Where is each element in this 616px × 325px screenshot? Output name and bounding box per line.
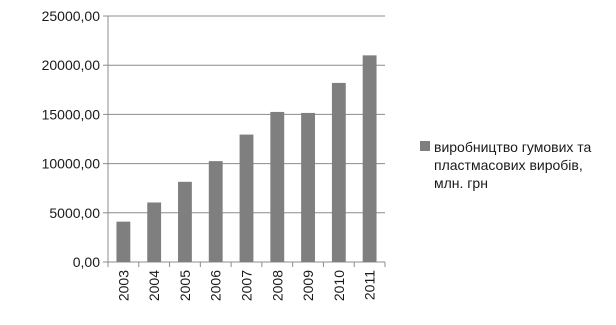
- legend-swatch: [420, 141, 430, 151]
- x-tick-label: 2010: [331, 270, 347, 301]
- x-tick-label: 2005: [177, 270, 193, 301]
- x-tick-label: 2009: [300, 270, 316, 301]
- y-tick-label: 25000,00: [42, 8, 101, 24]
- bar: [362, 55, 377, 262]
- x-tick-label: 2006: [208, 270, 224, 301]
- bar: [178, 181, 192, 262]
- y-tick-label: 20000,00: [42, 57, 101, 73]
- x-tick-label: 2011: [362, 270, 378, 300]
- y-tick-label: 5000,00: [49, 205, 100, 221]
- y-tick-label: 15000,00: [42, 106, 101, 122]
- x-tick-label: 2007: [239, 270, 255, 301]
- y-tick-label: 10000,00: [42, 156, 101, 172]
- bar: [116, 221, 131, 262]
- legend-label: виробництво гумових та пластмасових виро…: [434, 139, 592, 191]
- bar: [239, 134, 254, 262]
- bar: [301, 112, 315, 262]
- bar: [147, 202, 162, 262]
- bar: [270, 111, 285, 262]
- x-tick-label: 2003: [115, 270, 131, 301]
- bar: [208, 161, 223, 262]
- bar: [331, 82, 346, 262]
- y-tick-label: 0,00: [73, 254, 100, 270]
- x-tick-label: 2008: [269, 270, 285, 301]
- x-tick-label: 2004: [146, 270, 162, 301]
